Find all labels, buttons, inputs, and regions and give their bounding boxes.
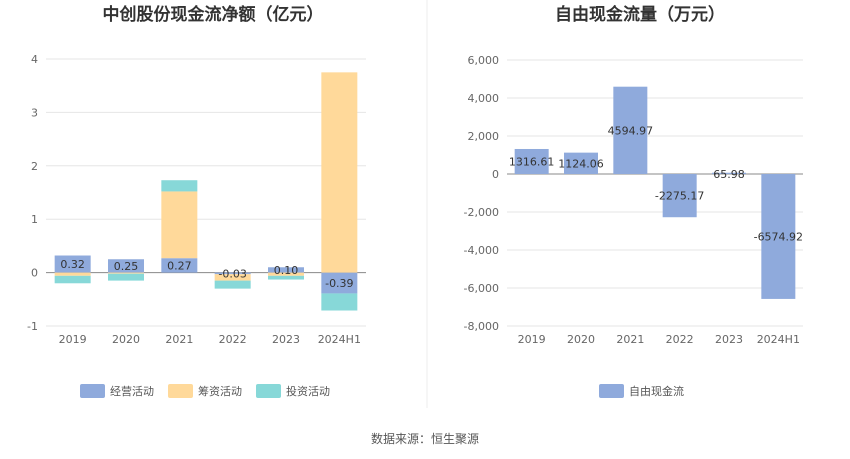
bar: [761, 174, 796, 299]
bar-segment: [214, 272, 251, 275]
x-tick-label: 2023: [272, 333, 300, 346]
x-tick-label: 2020: [112, 333, 140, 346]
bar-segment: [108, 259, 144, 273]
right-chart: -8,000 -6,000 -4,000 -2,000 0 2,000 4,000 6,000…: [464, 54, 803, 398]
x-tick-label: 2024H1: [757, 333, 800, 346]
bar-segment: [268, 272, 304, 276]
bar-segment: [321, 72, 358, 273]
bar-segment: [54, 255, 91, 273]
bar-segment: [214, 280, 251, 289]
y-tick-label: 3: [31, 106, 38, 119]
x-tick-label: 2022: [219, 333, 247, 346]
y-tick-label: 6,000: [468, 54, 500, 67]
data-label: 0.10: [274, 264, 299, 277]
bar: [712, 172, 746, 174]
legend-swatch: [599, 384, 624, 398]
right-chart-title: 自由现金流量（万元）: [555, 4, 725, 25]
x-tick-label: 2024H1: [318, 333, 361, 346]
y-tick-label: 0: [492, 168, 499, 181]
y-tick-label: -6,000: [464, 282, 499, 295]
data-label: 4594.97: [608, 124, 654, 137]
y-tick-label: 4: [31, 53, 38, 66]
data-label: 0.27: [167, 259, 192, 272]
legend-label: 筹资活动: [198, 384, 242, 398]
bar-segment: [214, 274, 251, 281]
x-tick-label: 2023: [715, 333, 743, 346]
y-tick-label: 2: [31, 160, 38, 173]
bar-segment: [108, 272, 144, 274]
data-label: 0.32: [60, 258, 85, 271]
legend-swatch: [256, 384, 281, 398]
data-label: -6574.92: [754, 230, 803, 243]
bar-segment: [268, 267, 304, 273]
x-tick-label: 2021: [616, 333, 644, 346]
y-tick-label: 0: [31, 267, 38, 280]
legend-label: 自由现金流: [629, 384, 684, 398]
bar-segment: [268, 275, 304, 280]
bar-segment: [161, 258, 198, 273]
data-label: -0.39: [325, 277, 353, 290]
bar: [564, 152, 598, 174]
y-tick-label: -1: [27, 320, 38, 333]
legend-label: 经营活动: [110, 384, 154, 398]
bar-segment: [54, 275, 91, 284]
x-tick-label: 2022: [666, 333, 694, 346]
bar-segment: [321, 272, 358, 294]
y-tick-label: -4,000: [464, 244, 499, 257]
bar-segment: [161, 180, 198, 192]
x-tick-label: 2021: [165, 333, 193, 346]
y-tick-label: 4,000: [468, 92, 500, 105]
bar: [662, 174, 697, 218]
y-tick-label: -8,000: [464, 320, 499, 333]
bar-segment: [54, 272, 91, 276]
bar: [613, 86, 648, 174]
bar-segment: [108, 273, 144, 281]
bar-segment: [161, 191, 198, 259]
data-label: 1124.06: [558, 157, 604, 170]
y-tick-label: -2,000: [464, 206, 499, 219]
data-label: -0.03: [218, 267, 246, 280]
y-tick-label: 2,000: [468, 130, 500, 143]
left-chart: -1 0 1 2 3 4 0.32 2019 0.25 2020 0.27 2021 -0.03 2022…: [27, 53, 366, 398]
left-chart-title: 中创股份现金流净额（亿元）: [103, 4, 324, 25]
bar-segment: [321, 293, 358, 311]
data-label: -2275.17: [655, 190, 704, 203]
data-label: 0.25: [114, 260, 139, 273]
bar: [514, 148, 549, 174]
y-tick-label: 1: [31, 213, 38, 226]
legend-label: 投资活动: [286, 384, 330, 398]
x-tick-label: 2019: [59, 333, 87, 346]
legend-swatch: [80, 384, 105, 398]
legend-swatch: [168, 384, 193, 398]
data-label: 65.98: [713, 168, 745, 181]
x-tick-label: 2020: [567, 333, 595, 346]
x-tick-label: 2019: [518, 333, 546, 346]
data-label: 1316.61: [509, 155, 555, 168]
source-note: 数据来源：恒生聚源: [371, 431, 479, 446]
